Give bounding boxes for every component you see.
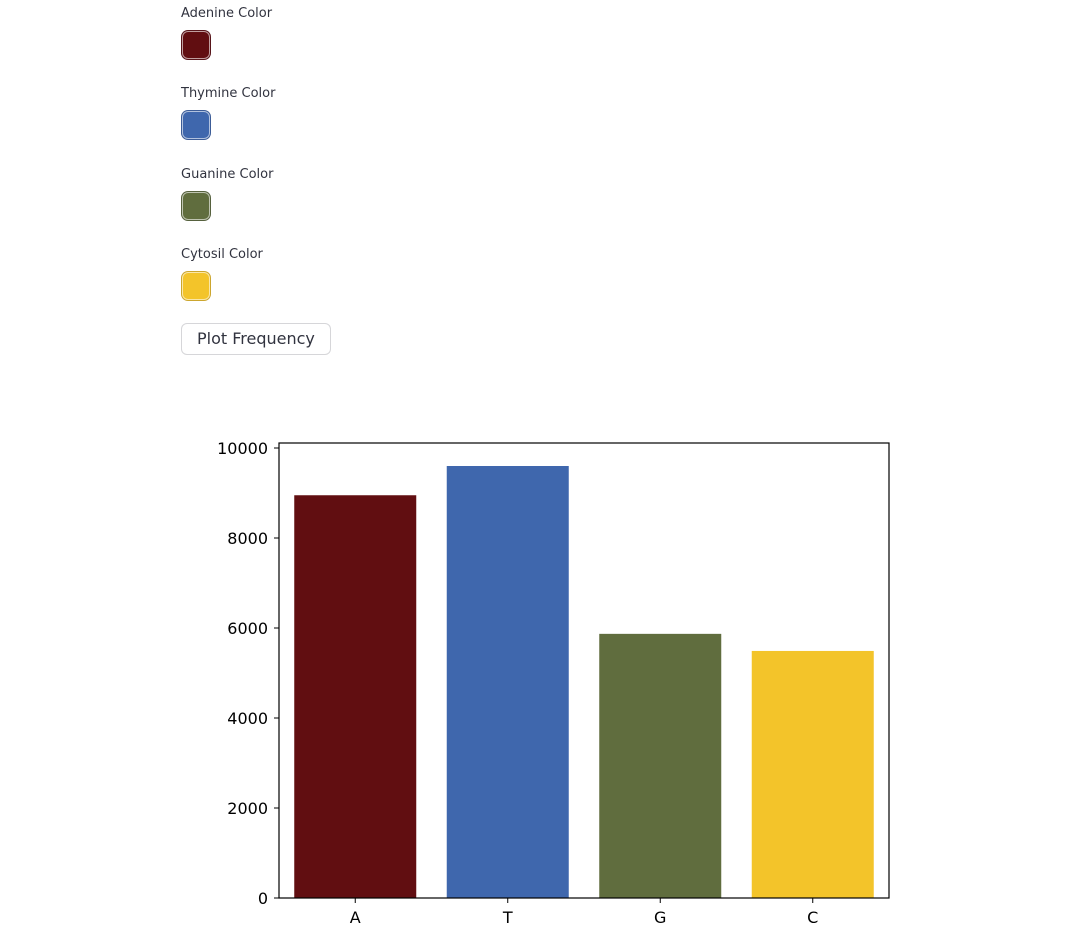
plot-frequency-button[interactable]: Plot Frequency <box>181 323 331 355</box>
y-tick-label: 6000 <box>227 619 268 638</box>
x-tick-label: A <box>350 908 361 927</box>
y-tick-label: 4000 <box>227 709 268 728</box>
plot-frame <box>278 442 890 899</box>
adenine-color-picker: Adenine Color <box>181 6 273 60</box>
cytosil-color-label: Cytosil Color <box>181 247 263 262</box>
y-tick-label: 2000 <box>227 799 268 818</box>
guanine-color-swatch[interactable] <box>181 191 211 221</box>
x-tick-label: T <box>502 908 513 927</box>
x-tick-label: G <box>654 908 666 927</box>
bar-g <box>599 633 722 898</box>
thymine-color-label: Thymine Color <box>181 86 276 101</box>
bar-a <box>294 495 417 898</box>
adenine-color-label: Adenine Color <box>181 6 273 21</box>
cytosil-color-picker: Cytosil Color <box>181 247 263 301</box>
x-tick-label: C <box>807 908 818 927</box>
bar-t <box>446 466 569 898</box>
guanine-color-label: Guanine Color <box>181 167 274 182</box>
thymine-color-swatch[interactable] <box>181 110 211 140</box>
guanine-color-picker: Guanine Color <box>181 167 274 221</box>
adenine-color-swatch[interactable] <box>181 30 211 60</box>
cytosil-color-swatch[interactable] <box>181 271 211 301</box>
bar-c <box>751 650 874 898</box>
y-tick-label: 8000 <box>227 529 268 548</box>
y-tick-label: 0 <box>258 889 268 908</box>
thymine-color-picker: Thymine Color <box>181 86 276 140</box>
y-tick-label: 10000 <box>217 439 268 458</box>
